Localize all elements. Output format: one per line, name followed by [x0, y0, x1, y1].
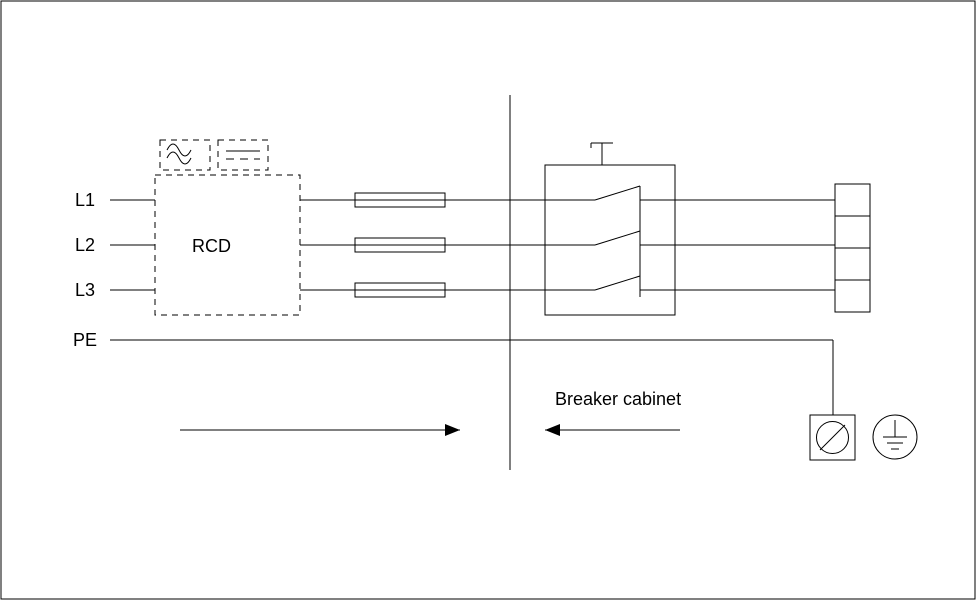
label-l3: L3 — [75, 280, 95, 300]
breaker-cabinet-label: Breaker cabinet — [555, 389, 681, 409]
fuse-l2 — [355, 238, 445, 252]
drive-symbol — [810, 415, 855, 460]
label-l1: L1 — [75, 190, 95, 210]
wiring-diagram: L1 L2 L3 PE RCD — [0, 0, 976, 600]
fuse-l1 — [355, 193, 445, 207]
rcd-dc-symbol-box — [218, 140, 268, 170]
ground-symbol — [873, 415, 917, 459]
label-l2: L2 — [75, 235, 95, 255]
fuse-l3 — [355, 283, 445, 297]
arrow-right — [545, 424, 680, 436]
rcd-ac-symbol-box — [160, 140, 210, 170]
terminal-block — [835, 184, 870, 312]
contactor-contacts — [595, 186, 675, 297]
contactor-handle — [591, 143, 613, 165]
arrow-left — [180, 424, 460, 436]
rcd-label: RCD — [192, 236, 231, 256]
frame — [1, 1, 975, 599]
label-pe: PE — [73, 330, 97, 350]
